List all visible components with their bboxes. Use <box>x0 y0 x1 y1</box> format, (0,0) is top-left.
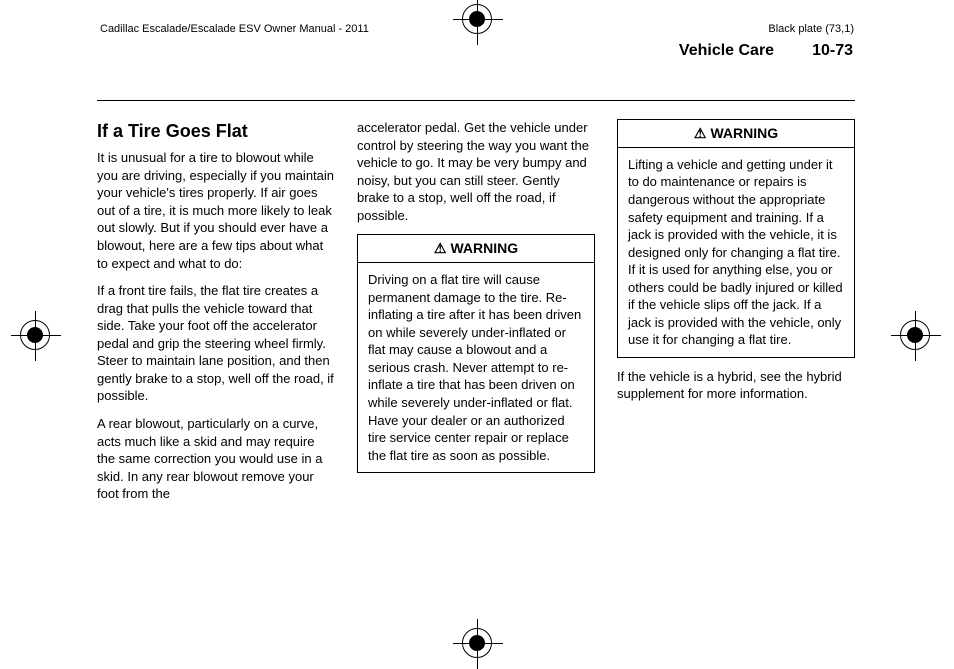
page-body: If a Tire Goes Flat It is unusual for a … <box>97 100 855 543</box>
page-number: 10-73 <box>812 42 853 60</box>
heading-flat-tire: If a Tire Goes Flat <box>97 119 335 143</box>
warning-box-1: ⚠WARNING Driving on a flat tire will cau… <box>357 234 595 473</box>
warning-icon: ⚠ <box>694 126 707 140</box>
warning-body-2: Lifting a vehicle and getting under it t… <box>618 148 854 357</box>
warning-label-2: WARNING <box>710 125 778 141</box>
registration-mark-bottom <box>462 628 492 658</box>
column-2: accelerator pedal. Get the vehicle under… <box>357 119 595 513</box>
warning-icon: ⚠ <box>434 241 447 255</box>
col1-p2: If a front tire fails, the flat tire cre… <box>97 282 335 405</box>
col2-p1: accelerator pedal. Get the vehicle under… <box>357 119 595 224</box>
manual-title: Cadillac Escalade/Escalade ESV Owner Man… <box>100 23 369 35</box>
col1-p1: It is unusual for a tire to blowout whil… <box>97 149 335 272</box>
section-title: Vehicle Care <box>679 42 774 60</box>
warning-title-1: ⚠WARNING <box>358 235 594 263</box>
warning-body-1: Driving on a flat tire will cause perman… <box>358 263 594 472</box>
registration-mark-left <box>20 320 50 350</box>
registration-mark-top <box>462 4 492 34</box>
col3-p1: If the vehicle is a hybrid, see the hybr… <box>617 368 855 403</box>
column-3: ⚠WARNING Lifting a vehicle and getting u… <box>617 119 855 513</box>
warning-label-1: WARNING <box>450 240 518 256</box>
col1-p3: A rear blowout, particularly on a curve,… <box>97 415 335 503</box>
page-header: Vehicle Care 10-73 <box>97 42 855 70</box>
warning-title-2: ⚠WARNING <box>618 120 854 148</box>
columns: If a Tire Goes Flat It is unusual for a … <box>97 101 855 513</box>
warning-box-2: ⚠WARNING Lifting a vehicle and getting u… <box>617 119 855 358</box>
plate-label: Black plate (73,1) <box>768 23 854 35</box>
registration-mark-right <box>900 320 930 350</box>
column-1: If a Tire Goes Flat It is unusual for a … <box>97 119 335 513</box>
